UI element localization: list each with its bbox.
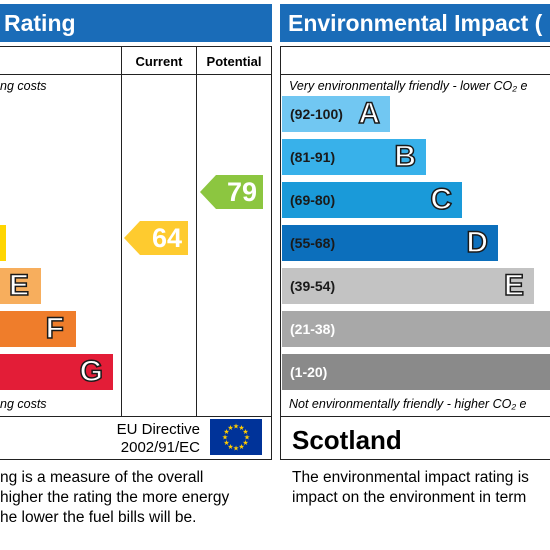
energy-header-divider — [0, 74, 272, 75]
environment-band-c: (69-80) C — [282, 182, 462, 218]
eu-directive-text: EU Directive 2002/91/EC — [100, 421, 200, 457]
current-rating-arrow: 64 — [124, 221, 188, 255]
eu-star-icon: ★ — [223, 439, 229, 447]
environment-footer-line: impact on the environment in term — [292, 489, 527, 506]
energy-band-f-letter: F — [45, 311, 65, 346]
environment-band-range: (81-91) — [290, 149, 336, 165]
eu-directive-line-2: 2002/91/EC — [120, 439, 200, 456]
energy-footer-divider — [0, 416, 272, 417]
energy-band-g-letter: G — [79, 354, 104, 389]
energy-band-e-letter: E — [8, 268, 30, 303]
current-rating-value: 64 — [151, 223, 182, 253]
eu-star-icon: ★ — [227, 443, 233, 451]
eu-star-icon: ★ — [242, 428, 248, 436]
environment-band-letter: C — [430, 182, 453, 217]
energy-rating-title: Rating — [4, 10, 76, 36]
energy-footer-description: ng is a measure of the overall higher th… — [0, 468, 272, 528]
environment-band-letter: E — [503, 268, 525, 303]
eu-flag-icon: ★ ★ ★ ★ ★ ★ ★ ★ ★ ★ ★ ★ — [210, 419, 262, 455]
eu-star-icon: ★ — [227, 424, 233, 432]
energy-band-g: G — [0, 354, 113, 390]
environment-footer-divider — [280, 416, 550, 417]
environment-band-letter: B — [394, 139, 417, 174]
energy-band-f: F — [0, 311, 76, 347]
environment-bottom-note: Not environmentally friendly - higher CO… — [289, 397, 527, 411]
environment-band-b: (81-91) B — [282, 139, 426, 175]
environment-band-a: (92-100) A — [282, 96, 390, 132]
environment-header-divider — [280, 74, 550, 75]
potential-rating-arrow: 79 — [200, 175, 263, 209]
environmental-impact-title: Environmental Impact ( — [288, 10, 543, 36]
energy-rating-panel — [0, 46, 272, 460]
environmental-impact-panel — [280, 46, 550, 460]
environment-band-letter: D — [466, 225, 489, 260]
energy-bottom-note: ng costs — [0, 397, 47, 411]
current-column-header: Current — [135, 54, 183, 69]
energy-band-e: E — [0, 268, 41, 304]
energy-rating-header: Rating — [0, 4, 272, 42]
eu-star-icon: ★ — [233, 423, 239, 431]
environment-band-range: (1-20) — [290, 364, 328, 380]
potential-column-header: Potential — [206, 54, 262, 69]
eu-star-icon: ★ — [244, 434, 250, 442]
environment-band-f: (21-38)F — [282, 311, 550, 347]
environment-band-g: (1-20) — [282, 354, 550, 390]
eu-star-icon: ★ — [242, 439, 248, 447]
current-rating-arrow-shape — [124, 221, 188, 255]
environment-band-e: (39-54) E — [282, 268, 534, 304]
eu-star-icon: ★ — [223, 428, 229, 436]
energy-footer-line: higher the rating the more energy — [0, 489, 230, 506]
energy-top-note: ng costs — [0, 79, 47, 93]
environment-band-range: (92-100) — [290, 106, 343, 122]
energy-footer-line: ng is a measure of the overall — [0, 469, 204, 486]
potential-rating-arrow-shape — [200, 175, 263, 209]
eu-star-icon: ★ — [238, 424, 244, 432]
environment-band-range: (39-54) — [290, 278, 336, 294]
environment-band-letter: A — [358, 96, 381, 131]
environment-band-range: (55-68) — [290, 235, 336, 251]
potential-column-divider — [196, 46, 197, 416]
environment-footer-description: The environmental impact rating is impac… — [292, 468, 550, 508]
environmental-impact-header: Environmental Impact ( — [280, 4, 550, 42]
environment-band-range: (69-80) — [290, 192, 336, 208]
eu-star-icon: ★ — [238, 443, 244, 451]
region-label: Scotland — [292, 425, 402, 455]
eu-star-icon: ★ — [233, 445, 239, 453]
energy-band-d — [0, 225, 6, 261]
eu-star-icon: ★ — [222, 434, 228, 442]
eu-directive-line-1: EU Directive — [116, 421, 200, 438]
environment-top-note: Very environmentally friendly - lower CO… — [289, 79, 528, 93]
environment-band-d: (55-68) D — [282, 225, 498, 261]
environment-footer-line: The environmental impact rating is — [292, 469, 529, 486]
energy-footer-line: he lower the fuel bills will be. — [0, 509, 197, 526]
energy-band-d-fill — [0, 225, 6, 261]
potential-rating-value: 79 — [226, 177, 257, 207]
current-column-divider — [121, 46, 122, 416]
environment-band-range: (21-38) — [290, 321, 336, 337]
